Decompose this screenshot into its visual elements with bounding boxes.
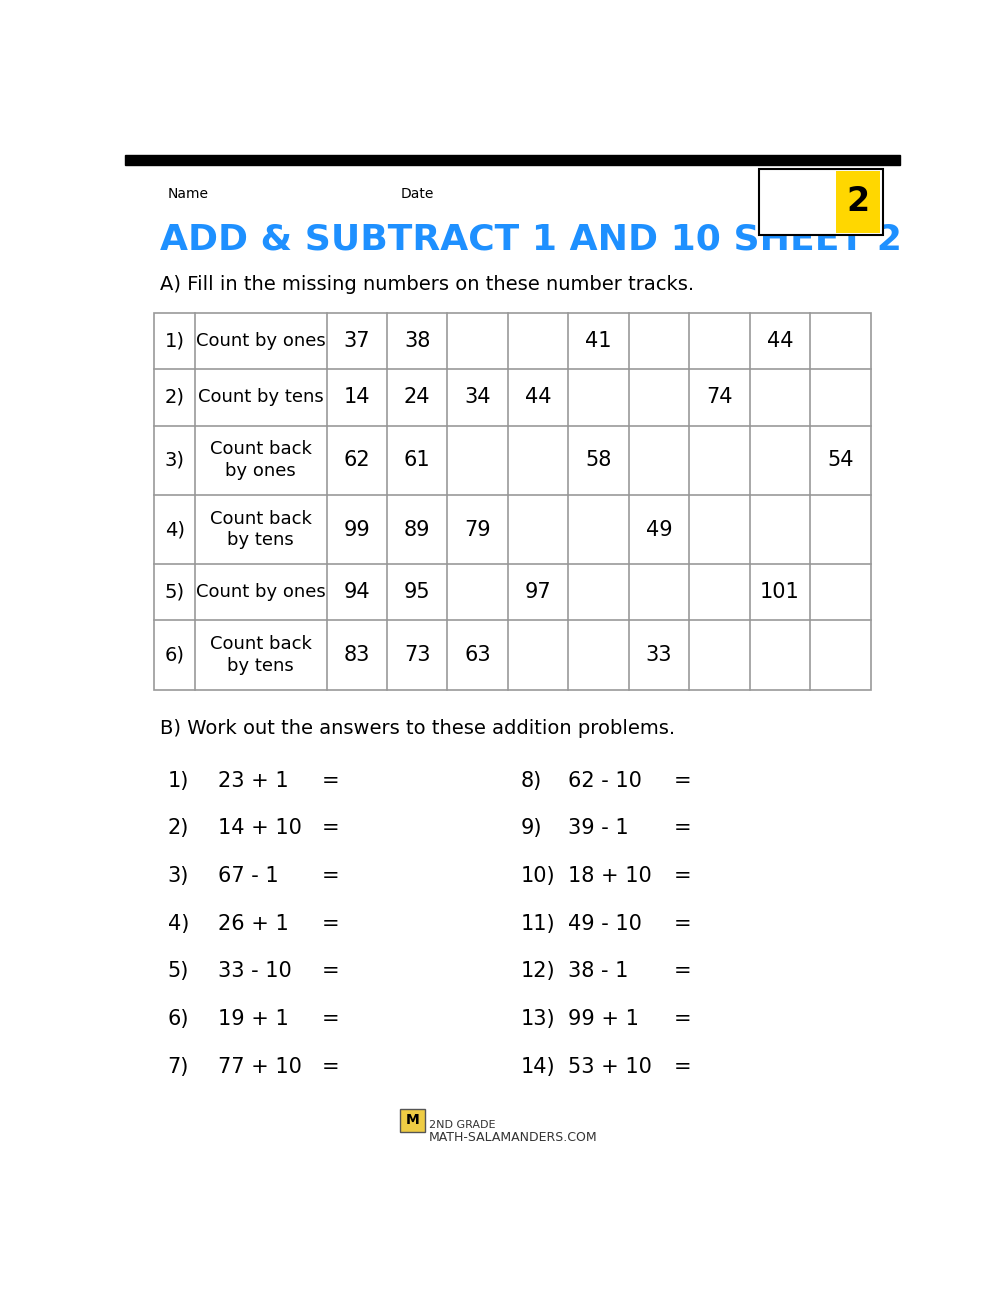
Text: 99 + 1: 99 + 1	[568, 1009, 639, 1029]
Text: =: =	[674, 866, 692, 886]
Text: 8): 8)	[520, 770, 542, 791]
Text: 24: 24	[404, 387, 430, 408]
Text: Name: Name	[168, 186, 209, 201]
Text: 33 - 10: 33 - 10	[218, 961, 292, 981]
Text: Date: Date	[400, 186, 434, 201]
Text: 4): 4)	[165, 520, 185, 540]
Text: 5): 5)	[165, 582, 185, 602]
Text: M: M	[406, 1113, 419, 1127]
Text: 26 + 1: 26 + 1	[218, 914, 289, 934]
Text: 62 - 10: 62 - 10	[568, 770, 642, 791]
Text: 11): 11)	[520, 914, 555, 934]
Bar	[400, 1109, 425, 1132]
Text: =: =	[322, 914, 339, 934]
Text: 49: 49	[646, 519, 672, 540]
Text: 34: 34	[464, 387, 491, 408]
Text: 77 + 10: 77 + 10	[218, 1057, 302, 1077]
Text: 49 - 10: 49 - 10	[568, 914, 642, 934]
Text: =: =	[322, 1057, 339, 1077]
Bar	[836, 171, 880, 233]
Text: =: =	[674, 818, 692, 839]
Text: 13): 13)	[520, 1009, 555, 1029]
Text: 33: 33	[646, 644, 672, 665]
Bar	[759, 170, 883, 234]
Text: 99: 99	[343, 519, 370, 540]
Text: Count by ones: Count by ones	[196, 584, 326, 602]
Text: 73: 73	[404, 644, 430, 665]
Text: Count by ones: Count by ones	[196, 333, 326, 351]
Text: 95: 95	[404, 582, 430, 602]
Text: MATH-SALAMANDERS.COM: MATH-SALAMANDERS.COM	[429, 1131, 597, 1144]
Bar	[125, 155, 900, 164]
Text: 37: 37	[343, 331, 370, 351]
Text: =: =	[322, 866, 339, 886]
Text: 97: 97	[525, 582, 551, 602]
Text: 5): 5)	[168, 961, 189, 981]
Text: 63: 63	[464, 644, 491, 665]
Text: 7): 7)	[168, 1057, 189, 1077]
Text: B) Work out the answers to these addition problems.: B) Work out the answers to these additio…	[160, 719, 675, 739]
Bar	[154, 313, 871, 690]
Text: 101: 101	[760, 582, 800, 602]
Text: A) Fill in the missing numbers on these number tracks.: A) Fill in the missing numbers on these …	[160, 276, 694, 294]
Text: ADD & SUBTRACT 1 AND 10 SHEET 2: ADD & SUBTRACT 1 AND 10 SHEET 2	[160, 223, 902, 256]
Text: =: =	[322, 770, 339, 791]
Text: 61: 61	[404, 450, 430, 470]
Text: Count back
by tens: Count back by tens	[210, 635, 312, 674]
Text: 2): 2)	[168, 818, 189, 839]
Text: 3): 3)	[165, 450, 185, 470]
Text: 19 + 1: 19 + 1	[218, 1009, 289, 1029]
Text: 83: 83	[344, 644, 370, 665]
Text: 18 + 10: 18 + 10	[568, 866, 652, 886]
Text: 44: 44	[525, 387, 551, 408]
Text: 12): 12)	[520, 961, 555, 981]
Text: =: =	[674, 961, 692, 981]
Text: 6): 6)	[168, 1009, 189, 1029]
Text: Count back
by ones: Count back by ones	[210, 440, 312, 480]
Text: 53 + 10: 53 + 10	[568, 1057, 652, 1077]
Text: 38 - 1: 38 - 1	[568, 961, 629, 981]
Text: 9): 9)	[520, 818, 542, 839]
Text: 62: 62	[343, 450, 370, 470]
Text: 4): 4)	[168, 914, 189, 934]
Text: 44: 44	[767, 331, 793, 351]
Text: =: =	[322, 818, 339, 839]
Text: 23 + 1: 23 + 1	[218, 770, 289, 791]
Text: 94: 94	[343, 582, 370, 602]
Text: =: =	[674, 1009, 692, 1029]
Text: 74: 74	[706, 387, 733, 408]
Text: 2ND GRADE: 2ND GRADE	[429, 1121, 495, 1131]
Text: =: =	[674, 1057, 692, 1077]
Text: 14: 14	[343, 387, 370, 408]
Text: 79: 79	[464, 519, 491, 540]
Text: Count back
by tens: Count back by tens	[210, 510, 312, 549]
Text: 1): 1)	[165, 331, 185, 351]
Text: =: =	[674, 914, 692, 934]
Text: =: =	[322, 961, 339, 981]
Text: 14): 14)	[520, 1057, 555, 1077]
Text: 6): 6)	[165, 646, 185, 665]
Text: 54: 54	[827, 450, 854, 470]
Text: 14 + 10: 14 + 10	[218, 818, 302, 839]
Text: Count by tens: Count by tens	[198, 388, 324, 406]
Text: =: =	[322, 1009, 339, 1029]
Text: 67 - 1: 67 - 1	[218, 866, 279, 886]
Text: 38: 38	[404, 331, 430, 351]
Text: 2: 2	[847, 185, 870, 219]
Text: 1): 1)	[168, 770, 189, 791]
Text: 39 - 1: 39 - 1	[568, 818, 629, 839]
Text: =: =	[674, 770, 692, 791]
Text: 41: 41	[585, 331, 612, 351]
Text: 2): 2)	[165, 388, 185, 406]
Text: 10): 10)	[520, 866, 555, 886]
Text: 58: 58	[585, 450, 612, 470]
Text: 89: 89	[404, 519, 430, 540]
Text: 3): 3)	[168, 866, 189, 886]
